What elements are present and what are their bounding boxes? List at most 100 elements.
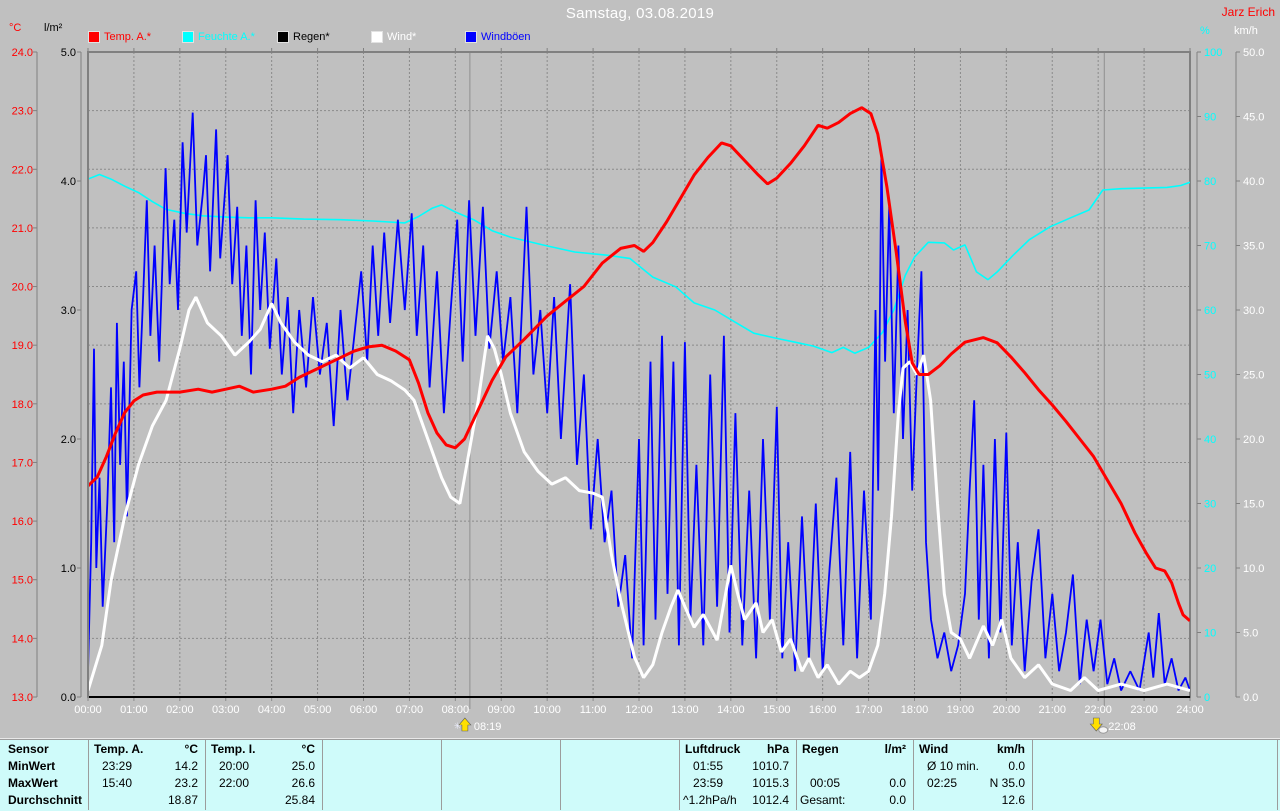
axis-label-wind_kmh: 10.0 (1243, 563, 1264, 575)
x-axis-label: 14:00 (717, 704, 745, 716)
table-top-highlight (0, 738, 1280, 739)
axis-label-rain_lm2: 0.0 (61, 692, 76, 704)
axis-label-temp_c: 24.0 (12, 47, 33, 59)
axis-label-temp_c: 20.0 (12, 282, 33, 294)
axis-label-humidity_pct: 30 (1204, 499, 1216, 511)
table-cell-time: ^1.2hPa/h (683, 793, 737, 807)
table-cell-time: 23:29 (102, 759, 133, 773)
x-axis-label: 18:00 (901, 704, 929, 716)
x-axis-label: 06:00 (350, 704, 378, 716)
table-cell-value: 1012.4 (752, 793, 789, 807)
table-cell-value: 0.0 (1008, 759, 1025, 773)
axis-label-temp_c: 17.0 (12, 457, 33, 469)
watermark-author: Jarz Erich (1221, 5, 1275, 19)
table-column-separator (441, 740, 442, 810)
axis-label-temp_c: 13.0 (12, 692, 33, 704)
axis-label-wind_kmh: 25.0 (1243, 370, 1264, 382)
axis-label-rain_lm2: 4.0 (61, 176, 76, 188)
axis-unit-wind: km/h (1234, 25, 1258, 37)
table-cell-time: 01:55 (693, 759, 724, 773)
legend-label: Windböen (481, 31, 531, 43)
table-col-header: Luftdruck (685, 742, 741, 756)
legend-item-windb-en[interactable]: Windböen (465, 31, 531, 43)
axis-unit-rain: l/m² (44, 22, 63, 34)
axis-label-humidity_pct: 100 (1204, 47, 1222, 59)
x-axis-label: 13:00 (671, 704, 699, 716)
x-axis-label: 02:00 (166, 704, 194, 716)
axis-label-wind_kmh: 30.0 (1243, 305, 1264, 317)
axis-label-wind_kmh: 50.0 (1243, 47, 1264, 59)
table-row-label: MaxWert (8, 776, 58, 790)
axis-label-temp_c: 15.0 (12, 575, 33, 587)
x-axis-label: 07:00 (396, 704, 424, 716)
legend-item-feuchte-a-[interactable]: Feuchte A.* (182, 31, 255, 43)
table-column-separator (1032, 740, 1033, 810)
x-axis-label: 01:00 (120, 704, 148, 716)
legend-color-swatch (88, 31, 100, 43)
legend-item-wind-[interactable]: Wind* (371, 31, 416, 43)
axis-label-temp_c: 14.0 (12, 633, 33, 645)
table-cell-time: 22:00 (219, 776, 250, 790)
x-axis-label: 20:00 (993, 704, 1021, 716)
legend-label: Feuchte A.* (198, 31, 255, 43)
page-title: Samstag, 03.08.2019 (565, 5, 715, 22)
axis-label-humidity_pct: 90 (1204, 112, 1216, 124)
axis-label-rain_lm2: 5.0 (61, 47, 76, 59)
legend-item-temp-a-[interactable]: Temp. A.* (88, 31, 151, 43)
table-column-separator (88, 740, 89, 810)
axis-label-temp_c: 22.0 (12, 164, 33, 176)
table-cell-value: 23.2 (174, 776, 198, 790)
table-col-unit: l/m² (884, 742, 906, 756)
table-col-unit: hPa (766, 742, 789, 756)
x-axis-label: 21:00 (1038, 704, 1066, 716)
table-col-unit: °C (301, 742, 315, 756)
table-column-separator (322, 740, 323, 810)
sunset-arrow-icon (1089, 717, 1103, 732)
table-col-unit: km/h (996, 742, 1025, 756)
chart-legend: Temp. A.* Feuchte A.* Regen* Wind* Windböen (0, 31, 1280, 45)
axis-label-wind_kmh: 20.0 (1243, 434, 1264, 446)
table-cell-time: 20:00 (219, 759, 250, 773)
table-cell-time: Ø 10 min. (927, 759, 980, 773)
table-cell-value: 0.0 (889, 793, 906, 807)
x-axis-label: 17:00 (855, 704, 883, 716)
x-axis-label: 15:00 (763, 704, 791, 716)
table-cell-value: 25.84 (284, 793, 315, 807)
summary-table: Sensor MinWert MaxWert Durchschnitt Temp. A.… (0, 739, 1280, 811)
axis-label-humidity_pct: 60 (1204, 305, 1216, 317)
table-column-separator (1277, 740, 1278, 810)
axis-label-humidity_pct: 20 (1204, 563, 1216, 575)
table-cell-time: 23:59 (693, 776, 724, 790)
table-cell-time: 00:05 (810, 776, 841, 790)
x-axis-label: 09:00 (487, 704, 515, 716)
table-col-header: Wind (919, 742, 949, 756)
table-cell-value: N 35.0 (989, 776, 1025, 790)
table-cell-value: 25.0 (291, 759, 315, 773)
series-feuchte-a- (89, 173, 1190, 354)
x-axis-label: 00:00 (74, 704, 102, 716)
axis-label-wind_kmh: 35.0 (1243, 241, 1264, 253)
axis-label-temp_c: 23.0 (12, 106, 33, 118)
sunrise-arrow-icon (458, 717, 472, 732)
axis-label-humidity_pct: 0 (1204, 692, 1210, 704)
table-cell-value: 0.0 (889, 776, 906, 790)
table-cell-value: 12.6 (1001, 793, 1025, 807)
table-col-header: Regen (802, 742, 839, 756)
axis-label-humidity_pct: 70 (1204, 241, 1216, 253)
table-row-label: Sensor (8, 742, 49, 756)
series-windb-en (89, 112, 1190, 691)
axis-label-rain_lm2: 1.0 (61, 563, 76, 575)
series-temp-a- (89, 106, 1190, 622)
x-axis-label: 24:00 (1176, 704, 1204, 716)
sunrise-icon: ✳ (454, 721, 462, 731)
legend-label: Regen* (293, 31, 330, 43)
axis-label-wind_kmh: 40.0 (1243, 176, 1264, 188)
table-cell-value: 1010.7 (752, 759, 789, 773)
table-col-unit: °C (184, 742, 198, 756)
table-row-label: MinWert (8, 759, 56, 773)
table-cell-value: 1015.3 (752, 776, 789, 790)
x-axis-label: 10:00 (533, 704, 561, 716)
legend-item-regen-[interactable]: Regen* (277, 31, 330, 43)
table-cell-time: 02:25 (927, 776, 958, 790)
